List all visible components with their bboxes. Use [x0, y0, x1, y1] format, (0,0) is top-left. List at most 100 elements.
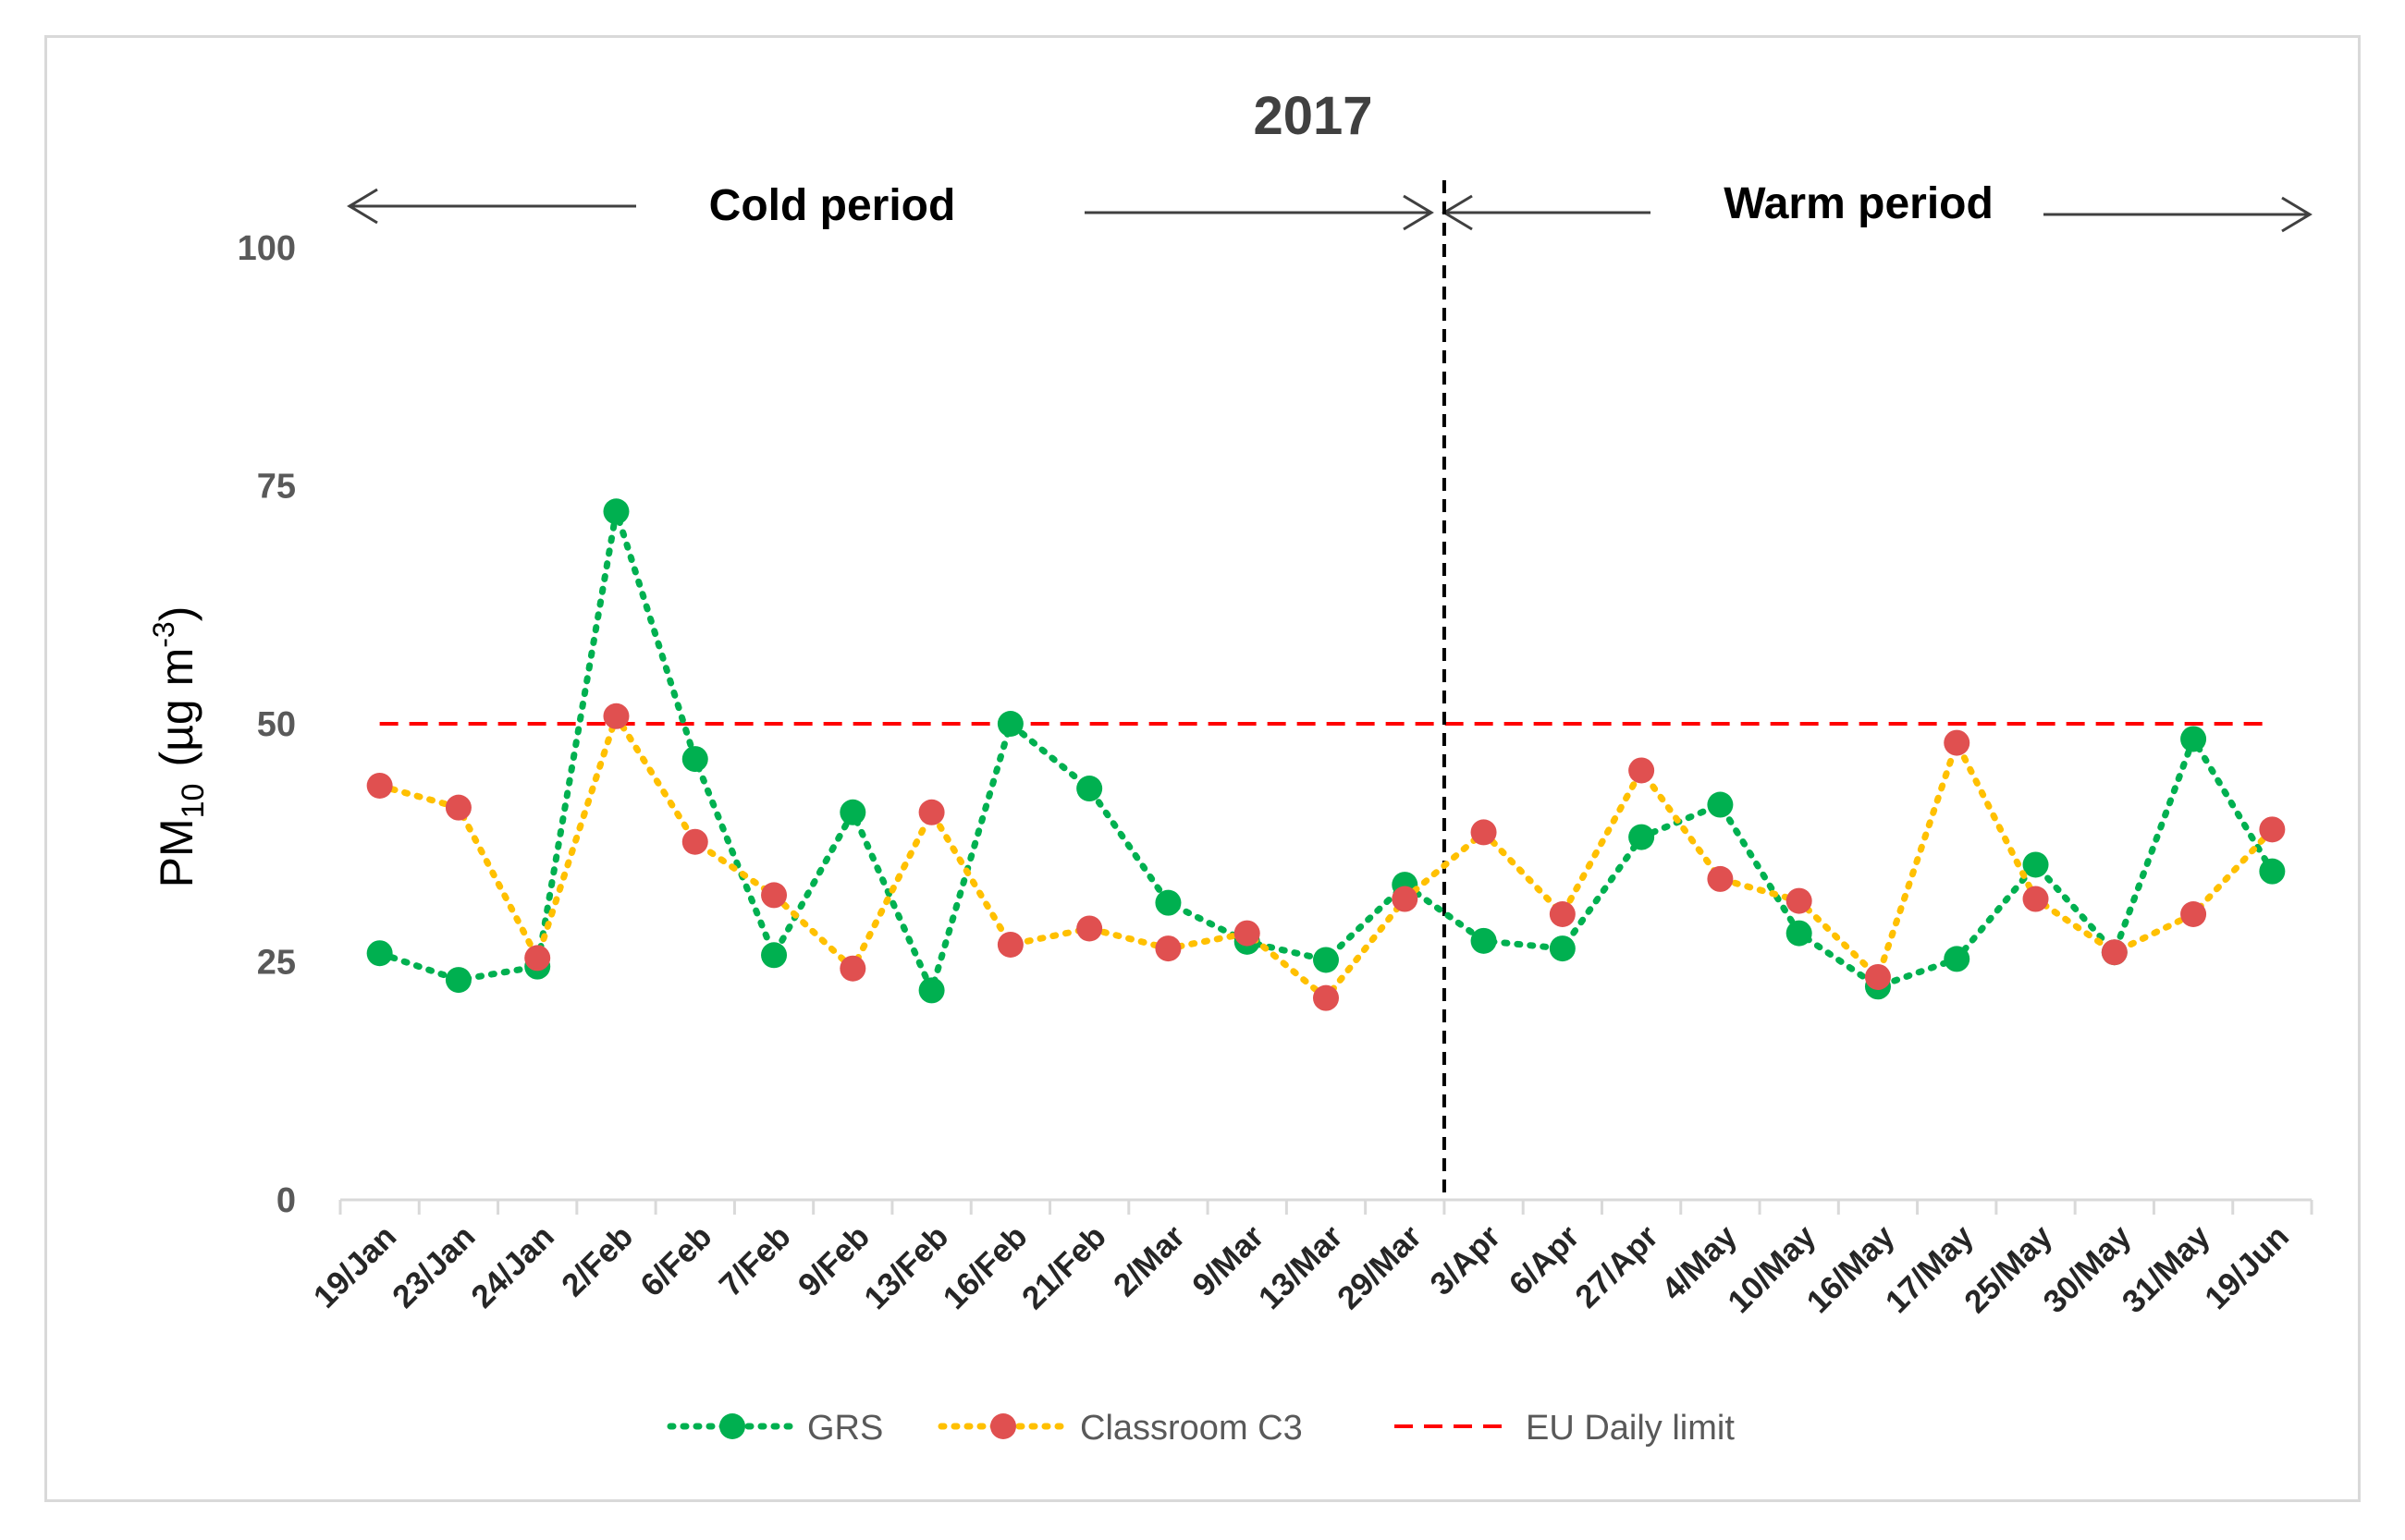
- warm-period-annotation: Warm period: [1442, 179, 2313, 233]
- data-point: [1944, 729, 1970, 756]
- y-tick-label: 0: [276, 1181, 296, 1220]
- cold-period-annotation: Cold period: [347, 181, 1434, 231]
- x-tick-label: 24/Jan: [464, 1218, 561, 1315]
- cold-period-label: Cold period: [709, 181, 956, 230]
- series-group: [366, 498, 2286, 1011]
- legend-classroom-marker: [990, 1413, 1016, 1439]
- data-point: [2259, 816, 2286, 843]
- data-point: [1707, 791, 1734, 818]
- series-classroom-c3: [366, 703, 2286, 1011]
- data-point: [1233, 920, 1260, 947]
- data-point: [603, 703, 630, 729]
- data-point: [1785, 920, 1812, 947]
- data-point: [1470, 819, 1497, 846]
- data-point: [1944, 946, 1970, 972]
- y-tick-label: 75: [257, 468, 296, 507]
- x-tick-label: 13/Mar: [1252, 1218, 1350, 1316]
- x-tick-label: 3/Apr: [1423, 1218, 1507, 1302]
- data-point: [2259, 858, 2286, 885]
- warm-period-label: Warm period: [1724, 179, 1994, 228]
- data-point: [1470, 927, 1497, 954]
- data-point: [1313, 984, 1339, 1011]
- data-point: [445, 967, 472, 994]
- x-tick-label: 16/May: [1799, 1218, 1902, 1321]
- data-point: [524, 945, 551, 972]
- x-tick-label: 10/May: [1721, 1218, 1823, 1321]
- x-tick-label: 19/Jun: [2198, 1218, 2296, 1316]
- series-grs: [366, 498, 2286, 1004]
- data-point: [1707, 865, 1734, 892]
- x-tick-label: 29/Mar: [1331, 1218, 1429, 1316]
- x-tick-label: 21/Feb: [1015, 1218, 1113, 1316]
- x-tick-label: 13/Feb: [857, 1218, 955, 1316]
- axes: [338, 1198, 2313, 1215]
- data-point: [366, 772, 393, 799]
- x-tick-label: 25/May: [1957, 1218, 2060, 1321]
- data-point: [997, 931, 1024, 958]
- data-point: [1785, 887, 1812, 914]
- chart-frame: [44, 35, 2361, 1502]
- y-tick-labels: 0 25 50 75 100: [238, 229, 296, 1220]
- data-point: [2180, 901, 2207, 927]
- data-point: [2180, 726, 2207, 752]
- data-point: [1076, 776, 1103, 802]
- x-tick-label: 17/May: [1879, 1218, 1982, 1321]
- data-point: [603, 498, 630, 525]
- x-tick-label: 16/Feb: [937, 1218, 1035, 1316]
- legend-grs-marker: [719, 1413, 745, 1439]
- data-point: [918, 799, 945, 825]
- x-tick-label: 7/Feb: [712, 1218, 797, 1303]
- x-tick-label: 30/May: [2036, 1218, 2139, 1321]
- data-point: [1549, 901, 1576, 927]
- data-point: [681, 828, 708, 855]
- x-tick-labels: 19/Jan23/Jan24/Jan2/Feb6/Feb7/Feb9/Feb13…: [307, 1218, 2296, 1321]
- x-tick-label: 2/Feb: [555, 1218, 640, 1303]
- cold-arrow-left-head: [347, 188, 378, 225]
- y-tick-label: 25: [257, 944, 296, 983]
- data-point: [1628, 757, 1655, 784]
- data-point: [1392, 886, 1418, 912]
- y-label-subscript: 10: [176, 784, 211, 819]
- data-point: [445, 794, 472, 821]
- data-point: [1076, 915, 1103, 942]
- data-point: [918, 977, 945, 1004]
- data-point: [1628, 824, 1655, 850]
- y-tick-label: 50: [257, 705, 296, 744]
- data-point: [1864, 963, 1891, 990]
- data-point: [840, 799, 866, 825]
- x-tick-label: 27/Apr: [1568, 1218, 1665, 1315]
- series-line: [376, 507, 2276, 994]
- data-point: [1155, 935, 1182, 962]
- y-tick-label: 100: [238, 229, 296, 268]
- data-point: [997, 711, 1024, 737]
- y-axis-label: PM10 (µg m-3): [147, 606, 211, 888]
- data-point: [1549, 935, 1576, 962]
- y-label-unit-prefix: (µg m: [151, 648, 202, 767]
- warm-arrow-right-head: [2281, 196, 2313, 233]
- chart-title: 2017: [1253, 86, 1372, 146]
- data-point: [2022, 851, 2049, 878]
- cold-arrow-right-head: [1403, 194, 1434, 231]
- x-tick-label: 6/Feb: [633, 1218, 718, 1303]
- data-point: [366, 940, 393, 967]
- x-tick-label: 23/Jan: [386, 1218, 483, 1315]
- legend: GRS Classroom C3 EU Daily limit: [667, 1409, 1735, 1448]
- y-label-main: PM: [151, 818, 202, 887]
- x-tick-label: 31/May: [2116, 1218, 2218, 1321]
- data-point: [840, 955, 866, 982]
- y-label-unit-suffix: ): [151, 606, 202, 622]
- data-point: [1155, 889, 1182, 916]
- data-point: [681, 746, 708, 773]
- data-point: [761, 882, 788, 909]
- data-point: [2101, 939, 2128, 966]
- x-tick-label: 19/Jan: [307, 1218, 404, 1315]
- x-tick-label: 2/Mar: [1107, 1218, 1192, 1303]
- legend-grs-label: GRS: [807, 1409, 883, 1448]
- data-point: [1313, 947, 1339, 973]
- y-label-superscript: -3: [147, 621, 180, 647]
- legend-eu-limit-label: EU Daily limit: [1526, 1409, 1735, 1448]
- data-point: [2022, 886, 2049, 912]
- legend-classroom-label: Classroom C3: [1080, 1409, 1303, 1448]
- data-point: [761, 942, 788, 969]
